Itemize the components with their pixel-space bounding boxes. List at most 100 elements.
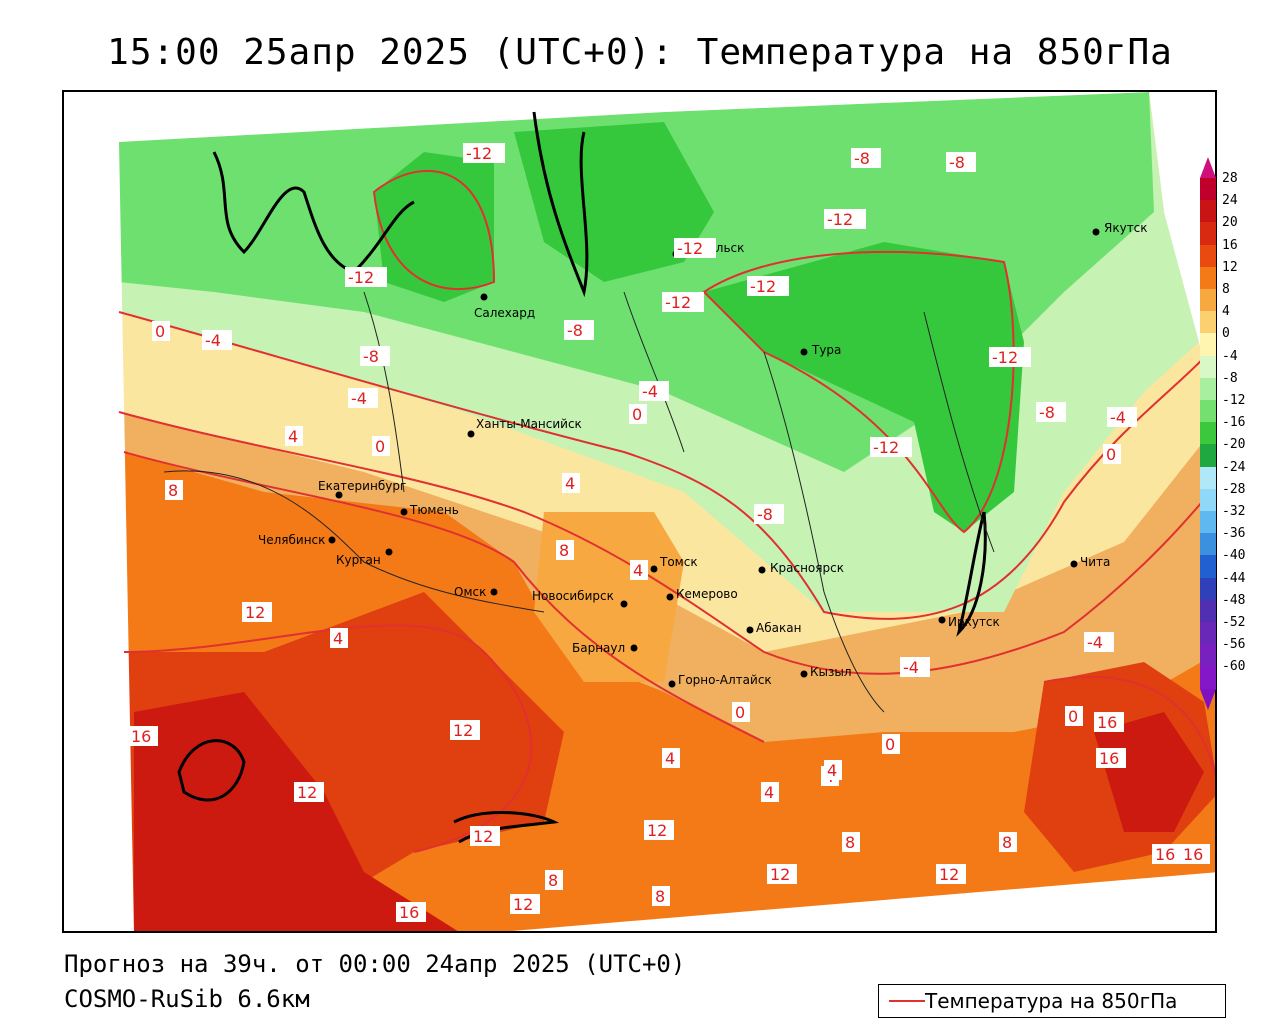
colorbar-swatch	[1200, 377, 1216, 401]
colorbar-tick-label: -8	[1222, 370, 1238, 386]
colorbar-tick-label: -56	[1222, 637, 1246, 653]
contour-label: -4	[1087, 633, 1103, 652]
colorbar-swatch	[1200, 466, 1216, 490]
legend-label: Температура на 850гПа	[925, 989, 1178, 1013]
contour-label: 4	[764, 783, 774, 802]
colorbar-swatch	[1200, 422, 1216, 446]
contour-label: 12	[245, 603, 265, 622]
contour-label: 16	[1097, 713, 1117, 732]
contour-label: -4	[1110, 408, 1126, 427]
colorbar-tick-label: 4	[1222, 304, 1230, 320]
contour-label: 8	[1002, 833, 1012, 852]
forecast-info: Прогноз на 39ч. от 00:00 24апр 2025 (UTC…	[64, 950, 686, 978]
contour-label: 0	[632, 405, 642, 424]
contour-label: -12	[348, 268, 374, 287]
contour-label: 12	[513, 895, 533, 914]
contour-label: 0	[1068, 707, 1078, 726]
colorbar-tick-label: -60	[1222, 659, 1246, 675]
colorbar-tick-label: -4	[1222, 348, 1238, 364]
contour-label: 0	[735, 703, 745, 722]
temperature-field	[64, 92, 1215, 931]
colorbar	[1200, 157, 1216, 710]
contour-label: 8	[655, 887, 665, 906]
colorbar-swatch	[1200, 333, 1216, 357]
colorbar-swatch	[1200, 178, 1216, 201]
colorbar-swatch	[1200, 266, 1216, 290]
colorbar-swatch	[1200, 644, 1216, 668]
admin-boundaries	[163, 291, 995, 713]
city-label: Абакан	[756, 621, 801, 635]
city-label: Тура	[811, 343, 841, 357]
colorbar-tick-label: -40	[1222, 548, 1246, 564]
contour-label: 12	[647, 821, 667, 840]
contour-label: 12	[770, 865, 790, 884]
colorbar-swatch	[1200, 666, 1216, 690]
colorbar-bottom-arrow	[1200, 688, 1216, 710]
colorbar-swatch	[1200, 200, 1216, 224]
contour-label: -8	[567, 321, 583, 340]
contour-labels: -12 -8 -8 -12 -12 -12 -12 -12 -8 0 -4 -8…	[128, 143, 1210, 922]
contour-label: -4	[205, 331, 221, 350]
colorbar-swatch	[1200, 599, 1216, 623]
contour-label: 16	[131, 727, 151, 746]
colorbar-tick-label: -48	[1222, 592, 1246, 608]
contour-label: 4	[333, 629, 343, 648]
contour-label: -12	[665, 293, 691, 312]
legend-line-swatch	[889, 1000, 925, 1002]
colorbar-tick-label: -32	[1222, 504, 1246, 519]
contour-label: 4	[827, 761, 837, 780]
colorbar-tick-label: -24	[1222, 459, 1246, 475]
city-label: Ханты-Мансийск	[476, 417, 582, 431]
contour-label: 8	[168, 481, 178, 500]
colorbar-tick-label: -20	[1222, 437, 1246, 453]
city-label: Кемерово	[676, 587, 738, 601]
map-canvas: Норильск Якутск Салехард Тура Ханты-Манс…	[64, 92, 1215, 931]
contour-label: 16	[1183, 845, 1203, 864]
city-label: Томск	[659, 555, 698, 569]
colorbar-tick-label: 16	[1222, 237, 1238, 253]
colorbar-tick-label: -12	[1222, 393, 1246, 408]
contour-label: -12	[992, 348, 1018, 367]
colorbar-swatch	[1200, 444, 1216, 468]
contour-label: 0	[155, 322, 165, 341]
contour-label: -4	[642, 382, 658, 401]
contour-label: 8	[559, 541, 569, 560]
colorbar-swatch	[1200, 577, 1216, 601]
colorbar-tick-label: 8	[1222, 282, 1230, 297]
colorbar-tick-label: 0	[1222, 326, 1230, 342]
temperature-map: Норильск Якутск Салехард Тура Ханты-Манс…	[62, 90, 1217, 933]
contour-label: 4	[633, 561, 643, 580]
city-label: Чита	[1080, 555, 1110, 569]
colorbar-tick-label: 24	[1222, 193, 1238, 209]
legend: Температура на 850гПа	[878, 984, 1226, 1018]
coastlines	[177, 111, 987, 844]
colorbar-tick-label: -36	[1222, 526, 1246, 542]
colorbar-tick-label: 20	[1222, 215, 1238, 231]
contour-label: 0	[1106, 445, 1116, 464]
city-label: Барнаул	[572, 641, 625, 655]
colorbar-tick-label: -28	[1222, 481, 1246, 497]
city-label: Тюмень	[409, 503, 459, 517]
colorbar-swatch	[1200, 533, 1216, 557]
contour-label: 0	[375, 437, 385, 456]
contour-label: -8	[363, 347, 379, 366]
contour-label: -8	[854, 149, 870, 168]
contour-label: -12	[873, 438, 899, 457]
contour-label: 4	[565, 474, 575, 493]
contour-label: -8	[1039, 403, 1055, 422]
colorbar-swatch	[1200, 555, 1216, 579]
city-label: Курган	[336, 553, 381, 567]
city-label: Екатеринбург	[318, 479, 406, 493]
contour-label: -12	[750, 277, 776, 296]
city-label: Иркутск	[948, 615, 1000, 629]
city-label: Новосибирск	[532, 589, 614, 603]
colorbar-swatch	[1200, 622, 1216, 645]
contour-label: -8	[757, 505, 773, 524]
colorbar-swatch	[1200, 355, 1216, 379]
contour-label: -12	[677, 239, 703, 258]
contour-label: 4	[288, 427, 298, 446]
map-title: 15:00 25апр 2025 (UTC+0): Температура на…	[107, 32, 1173, 73]
colorbar-swatch	[1200, 511, 1216, 534]
contour-label: -12	[827, 210, 853, 229]
city-label: Омск	[454, 585, 486, 599]
